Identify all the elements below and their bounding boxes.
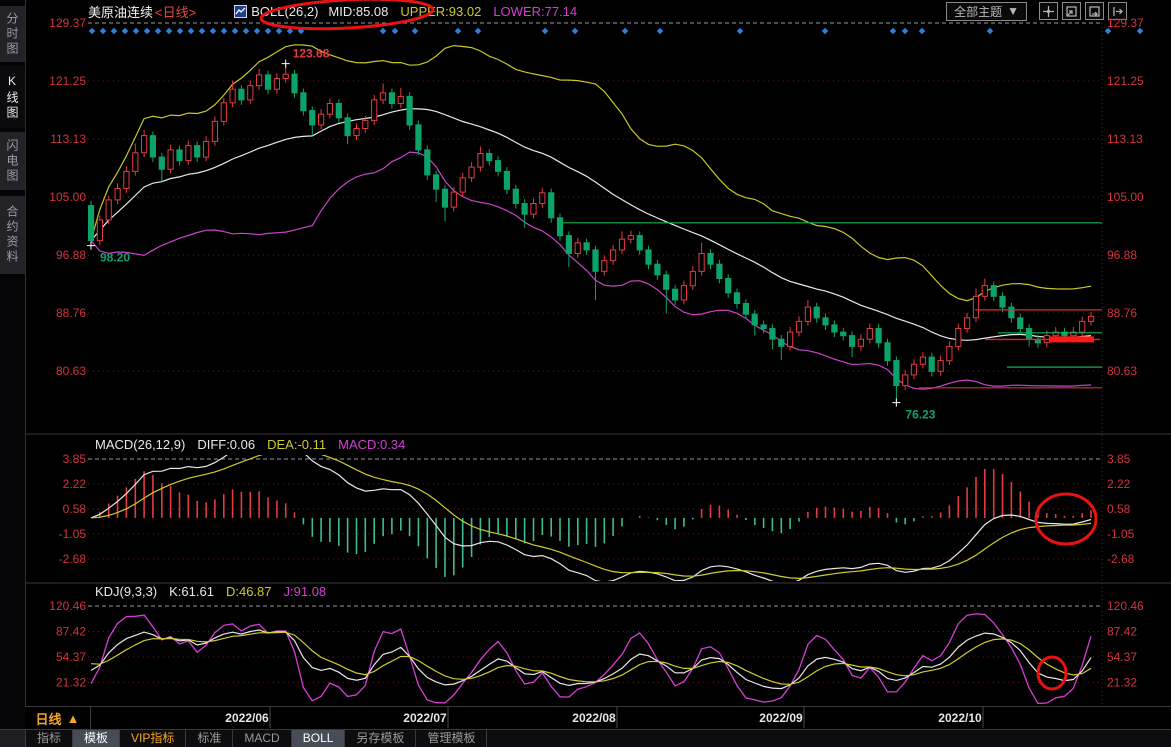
indicator-chart-icon	[234, 4, 248, 18]
svg-text:88.76: 88.76	[1107, 306, 1137, 320]
macd-params-label: MACD(26,12,9)	[95, 437, 186, 452]
period-tag: <日线>	[155, 4, 197, 20]
kdj-j-value: J:91.08	[283, 584, 327, 599]
svg-text:87.42: 87.42	[1107, 625, 1137, 639]
svg-text:21.32: 21.32	[56, 676, 86, 690]
boll-bands	[90, 44, 1092, 390]
theme-dropdown[interactable]: 全部主题 ▼	[946, 1, 1027, 21]
kdj-header: KDJ(9,3,3) K:61.61 D:46.87 J:91.08	[95, 584, 326, 599]
svg-text:80.63: 80.63	[56, 364, 86, 378]
svg-text:98.20: 98.20	[100, 251, 130, 265]
bottom-tab-bar: 指标 模板 VIP指标 标准 MACD BOLL 另存模板 管理模板	[0, 729, 1171, 747]
svg-text:54.37: 54.37	[56, 650, 86, 664]
macd-diff-value: DIFF:0.06	[197, 437, 256, 452]
theme-dropdown-label: 全部主题	[954, 4, 1003, 19]
tab-7[interactable]: 管理模板	[416, 730, 488, 747]
svg-text:113.13: 113.13	[1107, 132, 1143, 146]
svg-text:2.22: 2.22	[63, 477, 87, 491]
annotations	[259, 0, 1098, 691]
kdj-plot	[90, 613, 1092, 705]
kdj-k-value: K:61.61	[169, 584, 214, 599]
svg-text:3.85: 3.85	[63, 452, 87, 466]
svg-text:121.25: 121.25	[1107, 74, 1144, 88]
tab-bar-corner	[0, 730, 26, 747]
header-toolbar	[1035, 2, 1127, 20]
period-label: 日线	[35, 711, 62, 727]
svg-text:-2.68: -2.68	[59, 552, 87, 566]
tab-1[interactable]: 模板	[73, 730, 121, 747]
zoom-in-chart-button[interactable]	[1062, 2, 1081, 20]
svg-text:-1.05: -1.05	[59, 527, 87, 541]
tab-0[interactable]: 指标	[26, 730, 74, 747]
svg-text:0.58: 0.58	[1107, 502, 1131, 516]
chevron-down-icon: ▼	[1007, 4, 1019, 18]
panel-separators	[25, 23, 1171, 706]
zoom-out-chart-button[interactable]	[1085, 2, 1104, 20]
macd-plot	[90, 455, 1092, 581]
svg-text:0.58: 0.58	[63, 502, 87, 516]
left-sidebar: 分时图 K线图闪电图合约资料	[0, 0, 26, 747]
boll-upper-value: UPPER:93.02	[400, 3, 482, 19]
svg-text:105.00: 105.00	[49, 190, 86, 204]
triangle-up-icon: ▲	[66, 710, 80, 726]
crosshair-button[interactable]	[1039, 2, 1058, 20]
svg-text:105.00: 105.00	[1107, 190, 1144, 204]
sidebar-item-0[interactable]: 分时图	[0, 6, 25, 62]
chart-header: 美原油连续 <日线> BOLL(26,2) MID:85.08 UPPER:93…	[25, 0, 1171, 22]
svg-text:113.13: 113.13	[50, 132, 86, 146]
svg-text:120.46: 120.46	[1107, 599, 1144, 613]
tab-3[interactable]: 标准	[186, 730, 234, 747]
tab-4[interactable]: MACD	[233, 730, 292, 747]
svg-text:120.46: 120.46	[49, 599, 86, 613]
svg-text:3.85: 3.85	[1107, 452, 1131, 466]
svg-text:96.88: 96.88	[1107, 248, 1137, 262]
svg-text:54.37: 54.37	[1107, 650, 1137, 664]
svg-text:96.88: 96.88	[56, 248, 86, 262]
svg-text:123.68: 123.68	[293, 47, 330, 61]
candles	[88, 63, 1095, 403]
svg-text:76.23: 76.23	[905, 408, 935, 422]
tab-5[interactable]: BOLL	[291, 730, 346, 747]
kdj-params-label: KDJ(9,3,3)	[95, 584, 158, 599]
price-marks: 123.68 98.20 76.23	[87, 47, 936, 422]
symbol-name: 美原油连续	[88, 4, 154, 20]
svg-text:21.32: 21.32	[1107, 676, 1137, 690]
svg-text:88.76: 88.76	[56, 306, 86, 320]
signal-dots	[88, 27, 1144, 35]
period-selector[interactable]: 日线 ▲	[25, 707, 91, 729]
sidebar-item-1[interactable]: K线图	[0, 66, 25, 128]
boll-mid-value: MID:85.08	[328, 3, 389, 19]
boll-params-label: BOLL(26,2)	[251, 3, 319, 19]
level-lines	[560, 222, 1102, 389]
tab-2[interactable]: VIP指标	[120, 730, 187, 747]
macd-header: MACD(26,12,9) DIFF:0.06 DEA:-0.11 MACD:0…	[95, 437, 405, 452]
boll-lower-value: LOWER:77.14	[493, 3, 578, 19]
svg-text:121.25: 121.25	[49, 74, 86, 88]
sidebar-item-3[interactable]: 合约资料	[0, 196, 25, 274]
sidebar-item-2[interactable]: 闪电图	[0, 132, 25, 190]
page-right-button[interactable]	[1108, 2, 1127, 20]
svg-text:-2.68: -2.68	[1107, 552, 1135, 566]
kdj-d-value: D:46.87	[225, 584, 272, 599]
svg-text:2.22: 2.22	[1107, 477, 1131, 491]
svg-text:-1.05: -1.05	[1107, 527, 1135, 541]
svg-text:80.63: 80.63	[1107, 364, 1137, 378]
svg-text:87.42: 87.42	[56, 625, 86, 639]
date-axis-row: 日线 ▲	[25, 706, 1171, 729]
tab-6[interactable]: 另存模板	[345, 730, 417, 747]
macd-dea-value: DEA:-0.11	[267, 437, 327, 452]
macd-macd-value: MACD:0.34	[338, 437, 406, 452]
